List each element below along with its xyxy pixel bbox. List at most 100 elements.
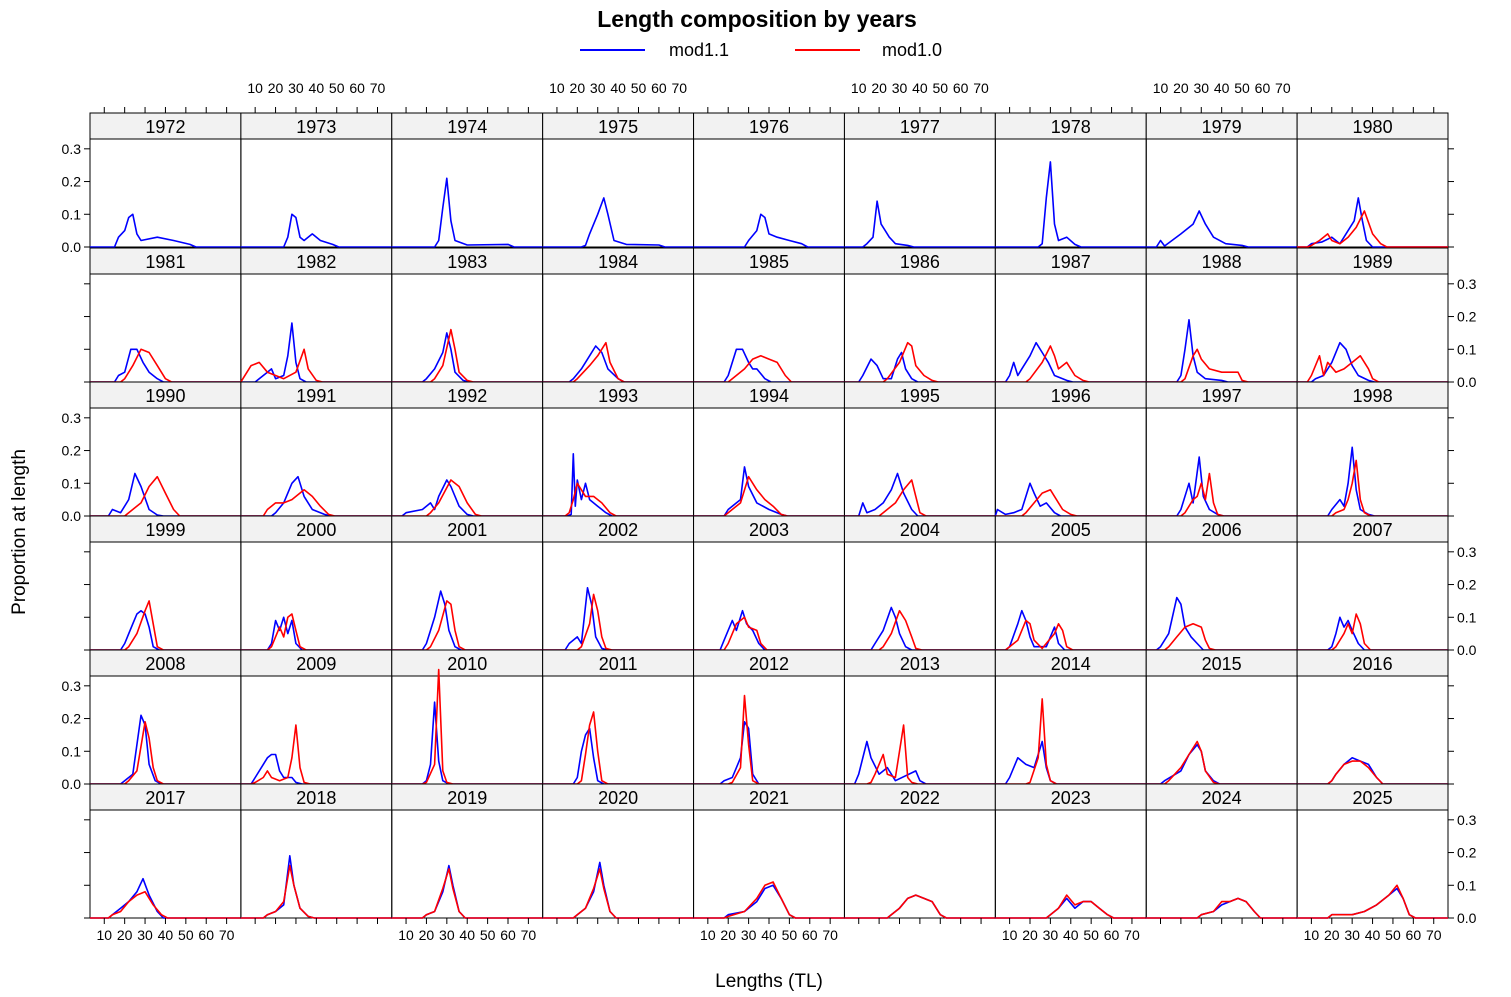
x-tick-label-bottom: 60 bbox=[802, 927, 818, 943]
panel-1989 bbox=[1296, 273, 1449, 383]
panel-1995 bbox=[843, 407, 996, 517]
x-tick-label-bottom: 20 bbox=[419, 927, 435, 943]
panel-1981 bbox=[89, 273, 242, 383]
series-line-mod1-0-1987 bbox=[995, 345, 1147, 383]
strip-label-2004: 2004 bbox=[900, 520, 940, 540]
strip-label-2021: 2021 bbox=[749, 788, 789, 808]
strip-label-2010: 2010 bbox=[447, 654, 487, 674]
series-line-mod1-1-1977 bbox=[844, 200, 996, 248]
strip-1997 bbox=[1145, 381, 1298, 409]
x-tick-label-bottom: 20 bbox=[720, 927, 736, 943]
strip-label-2023: 2023 bbox=[1051, 788, 1091, 808]
strip-label-2003: 2003 bbox=[749, 520, 789, 540]
series-line-mod1-0-1993 bbox=[542, 482, 694, 517]
x-tick-label-bottom: 10 bbox=[1002, 927, 1018, 943]
strip-label-2005: 2005 bbox=[1051, 520, 1091, 540]
x-tick-label-bottom: 40 bbox=[761, 927, 777, 943]
strip-label-1994: 1994 bbox=[749, 386, 789, 406]
strip-label-1982: 1982 bbox=[296, 252, 336, 272]
panel-1998 bbox=[1296, 407, 1449, 517]
y-tick-label: 0.2 bbox=[62, 443, 82, 459]
series-line-mod1-1-2009 bbox=[240, 753, 392, 785]
x-tick-label-top: 10 bbox=[247, 80, 263, 96]
series-line-mod1-0-2015 bbox=[1146, 740, 1298, 785]
series-line-mod1-1-2011 bbox=[542, 727, 694, 785]
panel-2020 bbox=[542, 809, 695, 919]
strip-label-2007: 2007 bbox=[1353, 520, 1393, 540]
x-tick-label-bottom: 50 bbox=[480, 927, 496, 943]
panel-2002 bbox=[542, 541, 695, 651]
strip-label-1983: 1983 bbox=[447, 252, 487, 272]
panel-2010 bbox=[391, 675, 544, 785]
y-tick-label: 0.3 bbox=[1457, 812, 1477, 828]
strip-label-1995: 1995 bbox=[900, 386, 940, 406]
strip-label-1972: 1972 bbox=[145, 117, 185, 137]
series-line-mod1-0-1995 bbox=[844, 479, 996, 517]
strip-2003 bbox=[693, 515, 845, 543]
panel-1983 bbox=[391, 273, 544, 383]
series-line-mod1-1-1994 bbox=[693, 466, 845, 517]
series-line-mod1-1-1989 bbox=[1297, 341, 1448, 383]
chart-title: Length composition by years bbox=[597, 6, 917, 32]
y-tick-label: 0.1 bbox=[1457, 609, 1477, 625]
strip-label-2013: 2013 bbox=[900, 654, 940, 674]
x-tick-label-top: 20 bbox=[1173, 80, 1189, 96]
strip-label-1999: 1999 bbox=[145, 520, 185, 540]
x-tick-label-top: 30 bbox=[1193, 80, 1209, 96]
series-line-mod1-0-2003 bbox=[693, 616, 845, 651]
strip-label-2020: 2020 bbox=[598, 788, 638, 808]
x-tick-label-top: 50 bbox=[329, 80, 345, 96]
panel-1993 bbox=[542, 407, 695, 517]
x-tick-label-bottom: 10 bbox=[1304, 927, 1320, 943]
x-tick-label-top: 50 bbox=[932, 80, 948, 96]
panel-2018 bbox=[240, 809, 393, 919]
series-line-mod1-0-2016 bbox=[1297, 760, 1448, 785]
x-tick-label-bottom: 50 bbox=[782, 927, 798, 943]
strip-label-1997: 1997 bbox=[1202, 386, 1242, 406]
series-line-mod1-0-1980 bbox=[1297, 210, 1448, 248]
series-line-mod1-1-2007 bbox=[1297, 616, 1448, 651]
strip-label-2012: 2012 bbox=[749, 654, 789, 674]
panel-1975 bbox=[542, 138, 695, 248]
series-line-mod1-1-1980 bbox=[1297, 197, 1448, 248]
panel-1978 bbox=[994, 138, 1147, 248]
strip-label-1974: 1974 bbox=[447, 117, 487, 137]
x-tick-label-bottom: 40 bbox=[1063, 927, 1079, 943]
x-tick-label-bottom: 10 bbox=[398, 927, 414, 943]
y-tick-label: 0.0 bbox=[62, 508, 82, 524]
y-tick-label: 0.2 bbox=[62, 711, 82, 727]
series-line-mod1-0-2017 bbox=[90, 891, 241, 919]
series-line-mod1-1-1993 bbox=[542, 453, 694, 517]
series-line-mod1-0-2021 bbox=[693, 881, 845, 919]
strip-1974 bbox=[391, 112, 544, 140]
panel-2007 bbox=[1296, 541, 1449, 651]
series-line-mod1-1-2023 bbox=[995, 897, 1147, 919]
panel-1992 bbox=[391, 407, 544, 517]
series-line-mod1-0-2019 bbox=[391, 868, 543, 919]
x-tick-label-top: 20 bbox=[871, 80, 887, 96]
strip-label-1996: 1996 bbox=[1051, 386, 1091, 406]
series-line-mod1-0-2009 bbox=[240, 724, 392, 785]
series-line-mod1-0-1998 bbox=[1297, 459, 1448, 517]
strip-1980 bbox=[1296, 112, 1449, 140]
series-line-mod1-1-2022 bbox=[844, 894, 996, 919]
strip-label-1980: 1980 bbox=[1353, 117, 1393, 137]
x-tick-label-top: 50 bbox=[631, 80, 647, 96]
series-line-mod1-1-2018 bbox=[240, 855, 392, 919]
series-line-mod1-1-1992 bbox=[391, 479, 543, 517]
series-line-mod1-0-1988 bbox=[1146, 348, 1298, 383]
series-line-mod1-1-1995 bbox=[844, 472, 996, 517]
x-tick-label-bottom: 40 bbox=[158, 927, 174, 943]
x-tick-label-bottom: 60 bbox=[198, 927, 214, 943]
panel-1996 bbox=[994, 407, 1147, 517]
series-line-mod1-0-1989 bbox=[1297, 355, 1448, 383]
x-tick-label-bottom: 10 bbox=[700, 927, 716, 943]
panel-2021 bbox=[693, 809, 845, 919]
x-tick-label-bottom: 70 bbox=[1124, 927, 1140, 943]
y-tick-label: 0.0 bbox=[1457, 374, 1477, 390]
panel-2005 bbox=[994, 541, 1147, 651]
x-tick-label-top: 20 bbox=[268, 80, 284, 96]
legend-label-mod1-1: mod1.1 bbox=[669, 40, 729, 60]
series-line-mod1-1-2010 bbox=[391, 701, 543, 785]
